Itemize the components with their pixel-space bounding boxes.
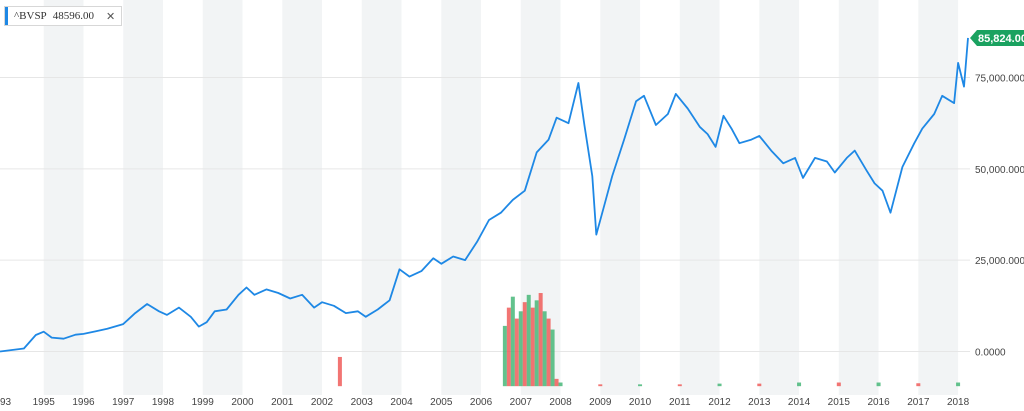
legend-symbol: ^BVSP: [14, 10, 47, 22]
x-tick-label: 1999: [192, 397, 215, 408]
volume-bar: [514, 318, 519, 387]
x-tick-label: 2009: [589, 397, 612, 408]
x-tick-label: 2001: [271, 397, 294, 408]
volume-bar: [598, 384, 603, 387]
bvsp-series-line: [0, 37, 969, 353]
x-tick-label: 2018: [947, 397, 970, 408]
volume-bar: [534, 300, 539, 387]
x-tick-label: 2006: [470, 397, 493, 408]
year-band: [679, 0, 720, 395]
x-tick-label: 1997: [112, 397, 135, 408]
last-price-tag: 85,824.000: [970, 29, 1024, 46]
volume-bar: [518, 311, 523, 387]
x-tick-label: 2014: [788, 397, 811, 408]
volume-bar: [797, 382, 802, 387]
series-legend-chip[interactable]: ^BVSP 48596.00 ✕: [4, 6, 123, 26]
year-band: [759, 0, 800, 395]
year-band: [838, 0, 879, 395]
x-tick-label: 2002: [311, 397, 334, 408]
volume-bar: [554, 378, 559, 387]
x-tick-label: 2010: [629, 397, 652, 408]
x-tick-label: 2008: [549, 397, 572, 408]
x-tick-label: 2016: [867, 397, 890, 408]
volume-bar: [546, 318, 551, 387]
y-tick-label: 75,000.000: [975, 73, 1024, 84]
volume-bar: [638, 384, 643, 387]
volume-bar: [916, 383, 921, 387]
series-color-swatch: [5, 7, 8, 25]
x-tick-label: 2005: [430, 397, 453, 408]
x-tick-label: 1995: [33, 397, 56, 408]
last-price-label: 85,824.000: [978, 33, 1024, 45]
volume-bar: [836, 382, 841, 387]
y-axis-labels: 75,000.000 50,000.000 25,000.000 0.0000: [975, 73, 1024, 358]
y-tick-label: 50,000.000: [975, 165, 1024, 176]
gridlines: [0, 76, 970, 352]
x-tick-label: 2013: [748, 397, 771, 408]
year-band: [918, 0, 959, 395]
x-tick-label: 1996: [72, 397, 95, 408]
volume-bar: [956, 382, 961, 387]
year-bands: [43, 0, 959, 395]
x-tick-label: 93: [0, 397, 12, 408]
volume-bar: [337, 356, 342, 387]
volume-bar: [677, 384, 682, 387]
legend-value: 48596.00: [52, 10, 94, 22]
x-tick-label: 2000: [231, 397, 254, 408]
y-tick-label: 25,000.000: [975, 256, 1024, 267]
year-band: [441, 0, 482, 395]
x-tick-label: 2003: [351, 397, 374, 408]
volume-bar: [526, 294, 531, 387]
volume-bar: [550, 329, 555, 387]
volume-bar: [876, 382, 881, 387]
volume-bar: [542, 311, 547, 387]
x-tick-label: 2017: [907, 397, 930, 408]
volume-bar: [522, 302, 527, 387]
x-tick-label: 2007: [510, 397, 533, 408]
x-tick-label: 2015: [828, 397, 851, 408]
year-band: [202, 0, 243, 395]
x-tick-label: 1998: [152, 397, 175, 408]
volume-bar: [502, 325, 507, 387]
x-tick-label: 2004: [390, 397, 413, 408]
volume-bar: [506, 307, 511, 387]
year-band: [43, 0, 84, 395]
volume-bars: [337, 293, 961, 387]
year-band: [361, 0, 402, 395]
x-tick-label: 2012: [708, 397, 731, 408]
x-tick-label: 2011: [669, 397, 691, 408]
volume-bar: [510, 296, 515, 387]
volume-bar: [717, 383, 722, 387]
close-icon[interactable]: ✕: [105, 9, 116, 23]
last-price-tag-background: [970, 29, 1024, 46]
year-band: [123, 0, 163, 395]
volume-bar: [530, 307, 535, 387]
y-tick-label: 0.0000: [975, 347, 1006, 358]
volume-bar: [558, 382, 563, 387]
volume-bar: [538, 293, 543, 387]
year-band: [282, 0, 323, 395]
volume-bar: [757, 383, 762, 387]
x-axis-labels: 93 1995 1996 1997 1998 1999 2000 2001 2002 2003 20…: [0, 397, 970, 408]
